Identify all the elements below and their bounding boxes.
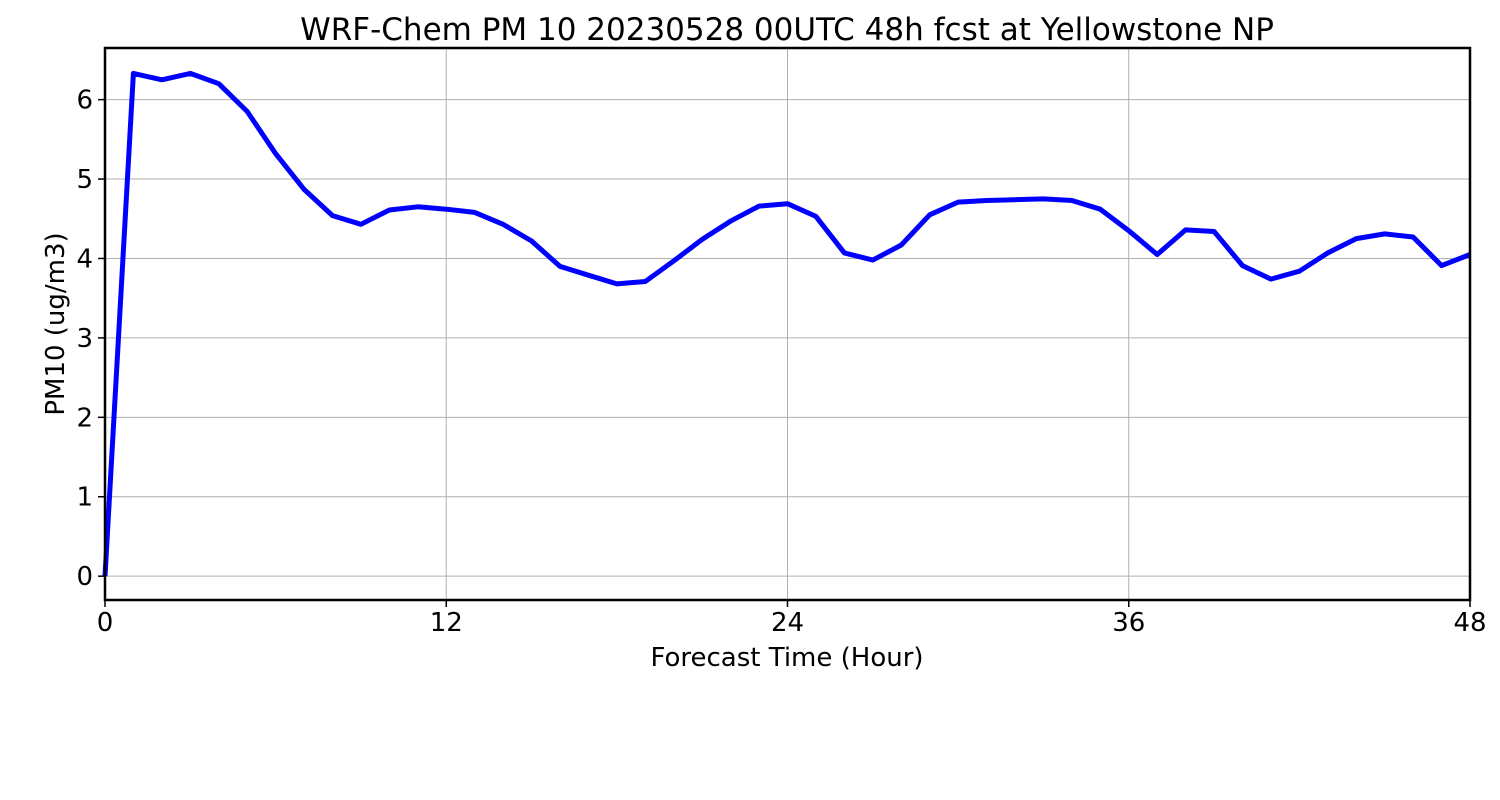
- y-tick-label: 0: [76, 562, 93, 592]
- y-tick-label: 6: [76, 86, 93, 116]
- pm10-series-line: [102, 70, 1471, 577]
- y-tick-label: 1: [76, 483, 93, 513]
- x-tick-label: 0: [97, 608, 114, 638]
- y-axis-label: PM10 (ug/m3): [41, 232, 71, 415]
- y-tick-label: 5: [76, 165, 93, 195]
- chart-title: WRF-Chem PM 10 20230528 00UTC 48h fcst a…: [300, 12, 1274, 48]
- x-tick-label: 24: [771, 608, 804, 638]
- series-layer: [102, 70, 1471, 577]
- y-tick-label: 4: [76, 244, 93, 274]
- y-tick-label: 3: [76, 324, 93, 354]
- x-tick-label: 36: [1112, 608, 1145, 638]
- grid-lines: [104, 48, 1471, 600]
- x-tick-label: 48: [1453, 608, 1486, 638]
- x-tick-label: 12: [430, 608, 463, 638]
- y-tick-label: 2: [76, 403, 93, 433]
- x-axis-label: Forecast Time (Hour): [650, 643, 923, 673]
